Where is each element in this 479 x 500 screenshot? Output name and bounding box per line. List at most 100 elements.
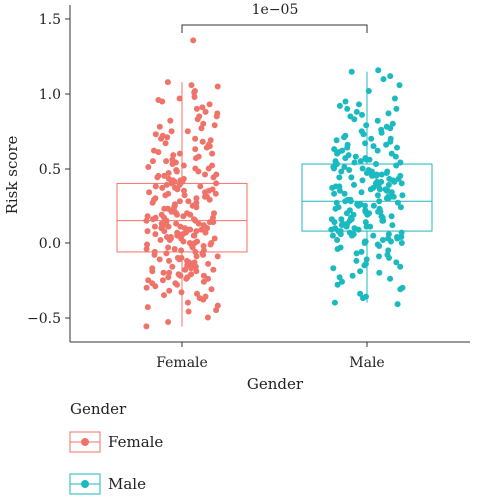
data-point-male (332, 225, 339, 232)
data-point-male (387, 125, 394, 132)
y-tick-label: −0.5 (27, 311, 61, 327)
data-point-female (144, 213, 151, 220)
data-point-female (206, 143, 213, 150)
data-point-male (338, 168, 345, 175)
data-point-female (202, 193, 208, 200)
data-point-male (331, 190, 338, 197)
data-point-male (334, 237, 341, 243)
data-point-male (344, 141, 351, 148)
data-point-female (202, 229, 209, 236)
data-point-female (210, 266, 217, 273)
data-point-male (388, 150, 395, 157)
data-point-female (198, 226, 205, 233)
data-point-female (194, 238, 201, 245)
data-point-male (379, 217, 386, 224)
data-point-female (174, 281, 180, 288)
data-point-female (188, 82, 195, 89)
legend-label-male: Male (108, 475, 146, 493)
data-point-female (152, 231, 159, 238)
data-point-male (330, 164, 337, 170)
data-point-female (149, 158, 156, 165)
data-point-male (390, 193, 397, 200)
data-point-female (145, 164, 152, 170)
data-point-male (353, 250, 360, 257)
data-point-female (152, 195, 159, 202)
data-point-female (146, 189, 153, 196)
data-point-female (144, 228, 151, 235)
data-point-female (185, 226, 192, 233)
data-point-male (397, 263, 404, 270)
data-point-female (191, 89, 198, 96)
data-point-male (363, 256, 370, 263)
legend-item-female: Female (69, 431, 163, 453)
data-point-male (376, 253, 382, 260)
data-point-male (336, 174, 343, 181)
data-point-male (397, 159, 404, 166)
data-point-female (192, 146, 199, 153)
data-point-female (144, 241, 150, 248)
data-point-female (192, 135, 199, 142)
data-point-female (194, 290, 200, 297)
data-point-female (172, 159, 179, 166)
data-point-female (193, 199, 200, 206)
data-point-male (373, 161, 379, 167)
data-point-male (383, 170, 390, 176)
data-point-female (165, 223, 172, 230)
data-point-male (378, 178, 385, 185)
data-point-female (159, 98, 166, 105)
data-point-female (181, 192, 188, 199)
data-point-female (202, 108, 209, 115)
data-point-male (341, 164, 348, 170)
data-point-female (188, 265, 195, 272)
data-point-male (370, 232, 377, 239)
data-point-female (166, 269, 173, 276)
data-point-male (357, 268, 364, 275)
y-ticks: 1.5 1.0 0.5 0.0 −0.5 (27, 12, 70, 327)
data-point-female (176, 95, 183, 102)
data-point-female (196, 295, 203, 302)
data-point-male (380, 76, 387, 83)
data-point-male (393, 259, 400, 266)
data-point-female (160, 269, 167, 276)
data-point-male (366, 156, 373, 163)
data-point-female (211, 122, 218, 129)
data-point-male (385, 247, 392, 254)
data-point-male (368, 135, 375, 142)
x-ticks: Female Male (156, 342, 385, 371)
data-point-male (360, 131, 367, 138)
data-point-female (205, 165, 212, 172)
data-point-female (180, 213, 187, 220)
data-point-female (206, 101, 213, 108)
data-point-male (346, 207, 353, 214)
data-point-female (174, 229, 181, 236)
data-point-female (150, 216, 156, 223)
data-point-male (398, 180, 405, 187)
data-point-female (171, 178, 178, 185)
data-point-male (338, 222, 345, 229)
data-point-male (385, 110, 392, 117)
data-point-female (207, 137, 214, 144)
data-point-male (398, 229, 405, 236)
points-female (143, 37, 221, 330)
data-point-male (367, 186, 374, 193)
data-point-female (197, 183, 204, 190)
data-point-female (172, 184, 178, 191)
data-point-male (333, 137, 340, 144)
data-point-female (213, 180, 220, 187)
data-point-female (185, 198, 192, 205)
data-point-male (389, 120, 396, 127)
data-point-female (183, 275, 190, 282)
x-tick-label-male: Male (349, 355, 384, 371)
y-tick-label: 0.5 (39, 162, 61, 178)
data-point-female (184, 128, 191, 135)
data-point-male (389, 222, 396, 229)
data-point-male (346, 167, 353, 173)
significance-line (181, 24, 368, 33)
data-point-male (374, 117, 381, 124)
data-point-female (200, 272, 207, 279)
data-point-male (394, 144, 400, 151)
data-point-male (353, 108, 360, 115)
data-point-female (211, 210, 217, 217)
data-point-female (167, 235, 174, 242)
data-point-female (156, 123, 163, 130)
